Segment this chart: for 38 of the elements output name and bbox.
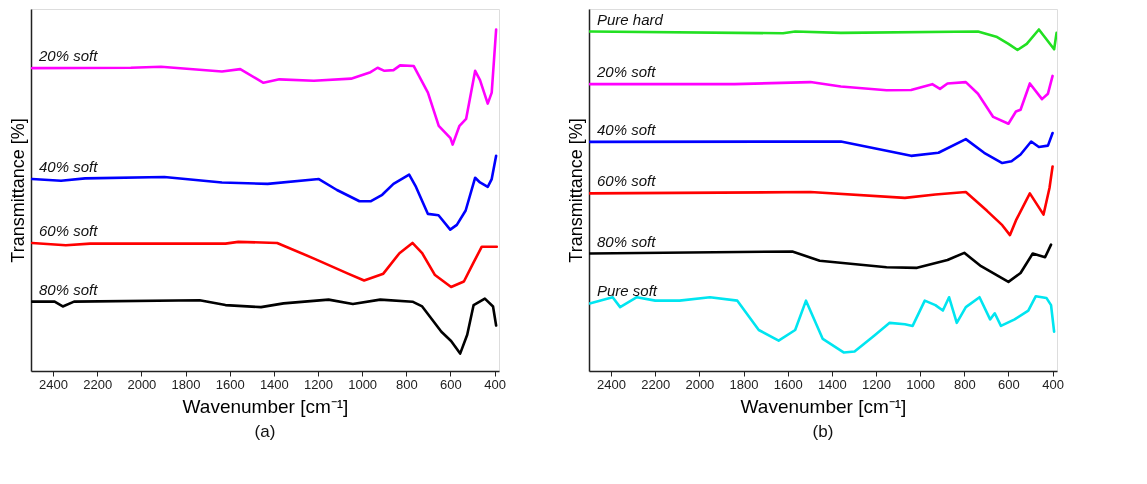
text: (b) <box>812 422 834 441</box>
x-tick-label: 2000 <box>685 376 715 392</box>
y-axis-title: Transmittance [%] <box>565 118 586 263</box>
x-tick-label: 1000 <box>348 376 378 392</box>
series-label: Pure soft <box>597 282 658 300</box>
x-tick-label: 1200 <box>304 376 333 392</box>
series-label: 40% soft <box>597 120 657 138</box>
x-tick-label: 800 <box>395 376 418 392</box>
x-tick-label: 1000 <box>906 376 936 392</box>
x-tick-label: 2000 <box>127 376 157 392</box>
series-label: Pure hard <box>597 10 664 28</box>
x-axis-title: Wavenumber [cm⁻¹] <box>182 395 349 417</box>
x-tick-label: 1400 <box>259 376 289 392</box>
series-label: 60% soft <box>39 221 99 239</box>
x-tick-label: 2200 <box>641 376 671 392</box>
x-tick-label: 400 <box>484 376 506 392</box>
x-tick-label: 2400 <box>597 376 627 392</box>
y-axis-title: Transmittance [%] <box>7 118 28 263</box>
series-label: 80% soft <box>597 232 657 250</box>
x-tick-label: 1800 <box>729 376 759 392</box>
x-tick-label: 1800 <box>171 376 201 392</box>
x-tick-label: 800 <box>953 376 976 392</box>
x-tick-label: 1200 <box>862 376 891 392</box>
x-tick-label: 2200 <box>83 376 113 392</box>
series-label: 40% soft <box>39 158 99 176</box>
x-tick-label: 1600 <box>773 376 803 392</box>
text: (a) <box>254 422 276 441</box>
x-tick-label: 2400 <box>39 376 69 392</box>
series-label: 20% soft <box>596 63 657 81</box>
x-tick-label: 600 <box>440 376 462 392</box>
x-tick-label: 1600 <box>215 376 245 392</box>
x-tick-label: 1400 <box>817 376 847 392</box>
x-tick-label: 400 <box>1042 376 1064 392</box>
series-label: 80% soft <box>39 280 99 298</box>
x-axis-title: Wavenumber [cm⁻¹] <box>740 395 907 417</box>
series-label: 20% soft <box>38 47 99 65</box>
x-tick-label: 600 <box>998 376 1020 392</box>
series-label: 60% soft <box>597 172 657 190</box>
